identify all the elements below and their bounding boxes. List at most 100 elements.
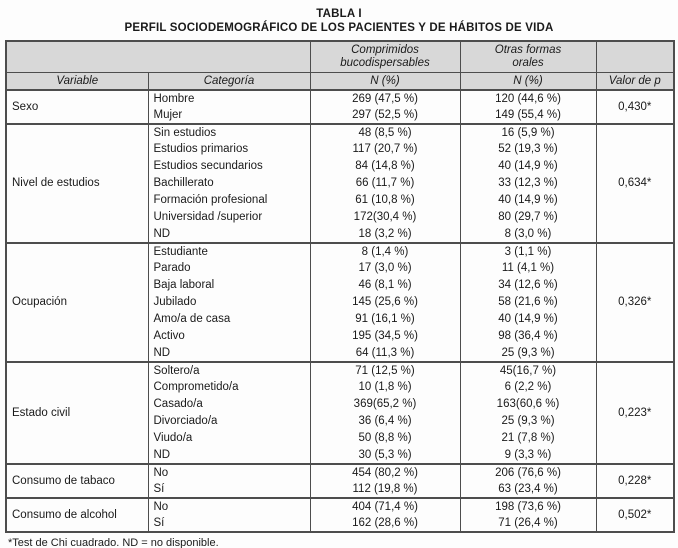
categoria-cell: Estudiante: [147, 242, 311, 260]
table-row: Bachillerato 66 (11,7 %) 33 (12,3 %): [6, 175, 674, 192]
header-group-otras-label: Otras formas orales: [494, 43, 562, 69]
header-spacer-right: [595, 40, 675, 73]
value-comprimidos-cell: 18 (3,2 %): [309, 226, 461, 243]
value-comprimidos-cell: 297 (52,5 %): [309, 107, 461, 124]
table-subtitle: PERFIL SOCIODEMOGRÁFICO DE LOS PACIENTES…: [124, 22, 554, 34]
categoria-cell: Bachillerato: [147, 175, 311, 192]
value-otras-cell: 52 (19,3 %): [459, 141, 597, 158]
categoria-cell: Sí: [147, 481, 311, 498]
p-value-cell: 0,223*: [595, 361, 675, 464]
value-otras-cell: 40 (14,9 %): [459, 192, 597, 209]
table-footnote: *Test de Chi cuadrado. ND = no disponibl…: [8, 537, 219, 548]
header-valor-p: Valor de p: [595, 71, 675, 91]
value-otras-cell: 80 (29,7 %): [459, 209, 597, 226]
value-comprimidos-cell: 8 (1,4 %): [309, 242, 461, 260]
table-row: Parado 17 (3,0 %) 11 (4,1 %): [6, 260, 674, 277]
value-comprimidos-cell: 369(65,2 %): [309, 396, 461, 413]
categoria-cell: Baja laboral: [147, 277, 311, 294]
value-comprimidos-cell: 66 (11,7 %): [309, 175, 461, 192]
value-otras-cell: 33 (12,3 %): [459, 175, 597, 192]
table-row: Amo/a de casa 91 (16,1 %) 40 (14,9 %): [6, 311, 674, 328]
table-row: Mujer 297 (52,5 %) 149 (55,4 %): [6, 107, 674, 124]
value-otras-cell: 58 (21,6 %): [459, 294, 597, 311]
categoria-cell: Amo/a de casa: [147, 311, 311, 328]
categoria-cell: Parado: [147, 260, 311, 277]
table-row: Universidad /superior 172(30,4 %) 80 (29,7…: [6, 209, 674, 226]
header-group-otras: Otras formas orales: [459, 40, 597, 73]
title-block: TABLA I PERFIL SOCIODEMOGRÁFICO DE LOS P…: [5, 7, 673, 35]
categoria-cell: Comprometido/a: [147, 379, 311, 396]
value-otras-cell: 45(16,7 %): [459, 361, 597, 379]
p-value-cell: 0,326*: [595, 242, 675, 362]
value-otras-cell: 25 (9,3 %): [459, 413, 597, 430]
header-group-comprimidos: Comprimidos bucodispersables: [309, 40, 461, 73]
p-value-cell: 0,430*: [595, 89, 675, 124]
p-value-cell: 0,634*: [595, 123, 675, 243]
variable-cell: Consumo de alcohol: [5, 497, 149, 532]
table-row: Jubilado 145 (25,6 %) 58 (21,6 %): [6, 294, 674, 311]
categoria-cell: Estudios secundarios: [147, 158, 311, 175]
value-otras-cell: 98 (36,4 %): [459, 328, 597, 345]
table-row: Casado/a 369(65,2 %) 163(60,6 %): [6, 396, 674, 413]
value-otras-cell: 34 (12,6 %): [459, 277, 597, 294]
table-row: Consumo de alcohol No 404 (71,4 %) 198 (73,…: [5, 497, 675, 532]
categoria-cell: Viudo/a: [147, 430, 311, 447]
table-row: Divorciado/a 36 (6,4 %) 25 (9,3 %): [6, 413, 674, 430]
table-row: Estado civil Soltero/a 71 (12,5 %) 45(16,7 …: [5, 361, 675, 464]
table-body: Sexo Hombre 269 (47,5 %) 120 (44,6 %) 0,430*…: [5, 89, 675, 532]
value-comprimidos-cell: 404 (71,4 %): [309, 497, 461, 515]
table-row: Estudios primarios 117 (20,7 %) 52 (19,3 %…: [6, 141, 674, 158]
categoria-cell: ND: [147, 345, 311, 362]
value-otras-cell: 21 (7,8 %): [459, 430, 597, 447]
value-comprimidos-cell: 454 (80,2 %): [309, 463, 461, 481]
table-row: Sí 162 (28,6 %) 71 (26,4 %): [6, 515, 674, 532]
categoria-cell: Activo: [147, 328, 311, 345]
table-title: TABLA I: [316, 8, 362, 20]
value-comprimidos-cell: 172(30,4 %): [309, 209, 461, 226]
value-comprimidos-cell: 162 (28,6 %): [309, 515, 461, 532]
categoria-cell: Formación profesional: [147, 192, 311, 209]
header-n-otras: N (%): [459, 71, 597, 91]
value-otras-cell: 9 (3,3 %): [459, 447, 597, 464]
header-variable: Variable: [5, 71, 149, 91]
table-row: Ocupación Estudiante 8 (1,4 %) 3 (1,1 %) 0,3…: [5, 242, 675, 362]
value-otras-cell: 6 (2,2 %): [459, 379, 597, 396]
categoria-cell: Jubilado: [147, 294, 311, 311]
variable-cell: Estado civil: [5, 361, 149, 464]
sociodemographic-table: Comprimidos bucodispersables Otras forma…: [5, 40, 675, 533]
categoria-cell: No: [147, 463, 311, 481]
value-comprimidos-cell: 36 (6,4 %): [309, 413, 461, 430]
value-otras-cell: 198 (73,6 %): [459, 497, 597, 515]
categoria-cell: Casado/a: [147, 396, 311, 413]
header-n-comprimidos: N (%): [309, 71, 461, 91]
header-group-comprimidos-label: Comprimidos bucodispersables: [340, 43, 430, 69]
table-row: Comprometido/a 10 (1,8 %) 6 (2,2 %): [6, 379, 674, 396]
variable-cell: Nivel de estudios: [5, 123, 149, 243]
categoria-cell: Universidad /superior: [147, 209, 311, 226]
value-comprimidos-cell: 48 (8,5 %): [309, 123, 461, 141]
value-comprimidos-cell: 46 (8,1 %): [309, 277, 461, 294]
table-row: Baja laboral 46 (8,1 %) 34 (12,6 %): [6, 277, 674, 294]
value-comprimidos-cell: 91 (16,1 %): [309, 311, 461, 328]
categoria-cell: No: [147, 497, 311, 515]
value-comprimidos-cell: 269 (47,5 %): [309, 89, 461, 107]
value-comprimidos-cell: 61 (10,8 %): [309, 192, 461, 209]
header-categoria: Categoría: [147, 71, 311, 91]
table-row: Sexo Hombre 269 (47,5 %) 120 (44,6 %) 0,430*: [5, 89, 675, 124]
value-comprimidos-cell: 195 (34,5 %): [309, 328, 461, 345]
value-otras-cell: 63 (23,4 %): [459, 481, 597, 498]
table-row: Sí 112 (19,8 %) 63 (23,4 %): [6, 481, 674, 498]
table-row: Nivel de estudios Sin estudios 48 (8,5 %) 1…: [5, 123, 675, 243]
value-comprimidos-cell: 50 (8,8 %): [309, 430, 461, 447]
value-comprimidos-cell: 10 (1,8 %): [309, 379, 461, 396]
value-comprimidos-cell: 145 (25,6 %): [309, 294, 461, 311]
variable-cell: Sexo: [5, 89, 149, 124]
categoria-cell: Soltero/a: [147, 361, 311, 379]
p-value-cell: 0,228*: [595, 463, 675, 498]
categoria-cell: Sí: [147, 515, 311, 532]
header-spacer-left: [5, 40, 311, 73]
table-row: Estudios secundarios 84 (14,8 %) 40 (14,9 …: [6, 158, 674, 175]
header-group-row: Comprimidos bucodispersables Otras forma…: [5, 40, 675, 73]
categoria-cell: Divorciado/a: [147, 413, 311, 430]
